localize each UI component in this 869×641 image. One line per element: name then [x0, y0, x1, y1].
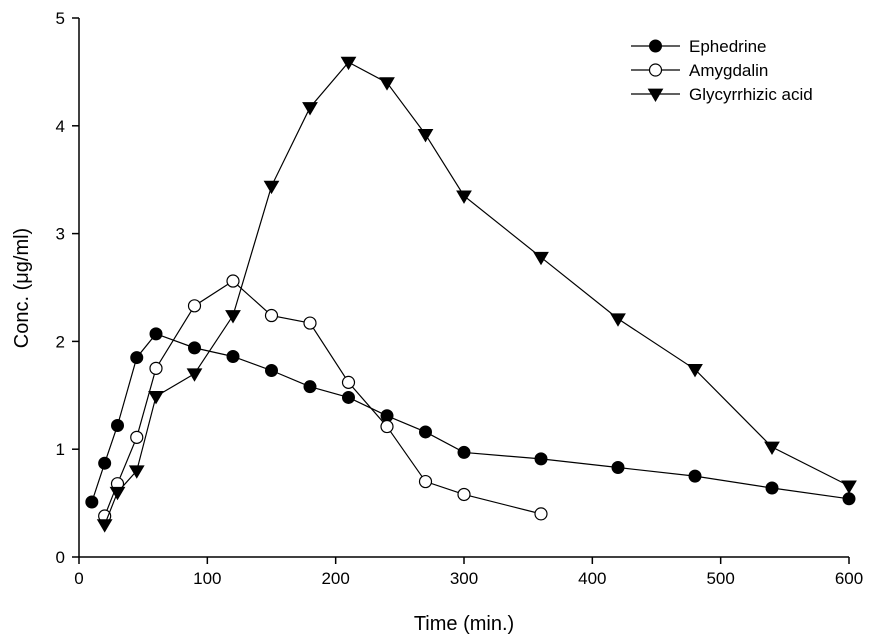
legend-item-amygdalin: Amygdalin	[631, 61, 768, 80]
data-point-ephedrine	[419, 425, 432, 439]
data-point-glycyrrhizic-acid	[225, 310, 241, 324]
legend-marker	[647, 88, 664, 102]
data-point-ephedrine	[98, 456, 112, 470]
y-tick-label: 1	[56, 440, 65, 459]
y-axis-label: Conc. (μg/ml)	[11, 228, 33, 348]
series-ephedrine	[85, 327, 856, 509]
data-point-ephedrine	[265, 364, 278, 378]
y-tick-label: 4	[56, 117, 65, 136]
series-line-ephedrine	[91, 333, 850, 503]
data-point-amygdalin	[341, 375, 356, 389]
data-point-ephedrine	[688, 469, 702, 483]
data-point-glycyrrhizic-acid	[841, 480, 857, 494]
x-axis-label: Time (min.)	[414, 613, 514, 635]
data-point-amygdalin	[380, 419, 394, 434]
x-tick-label: 200	[321, 569, 349, 588]
y-tick-label: 3	[56, 225, 65, 244]
legend-label: Ephedrine	[689, 37, 767, 56]
series-amygdalin	[98, 274, 548, 523]
data-point-ephedrine	[765, 481, 779, 495]
x-tick-label: 500	[706, 569, 734, 588]
data-point-glycyrrhizic-acid	[263, 180, 280, 195]
data-point-glycyrrhizic-acid	[533, 251, 549, 266]
x-tick-label: 0	[74, 569, 83, 588]
x-ticks: 0 100 200 300 400 500 600	[74, 557, 863, 588]
data-point-glycyrrhizic-acid	[302, 102, 318, 116]
data-point-ephedrine	[188, 341, 201, 355]
data-point-glycyrrhizic-acid	[456, 190, 472, 204]
data-point-glycyrrhizic-acid	[687, 364, 703, 378]
data-point-ephedrine	[611, 461, 625, 475]
data-point-amygdalin	[534, 507, 548, 521]
data-point-glycyrrhizic-acid	[109, 486, 126, 501]
series-layer	[85, 56, 857, 533]
legend-item-glycyrrhizic-acid: Glycyrrhizic acid	[631, 85, 813, 104]
legend-marker	[649, 39, 662, 53]
data-point-ephedrine	[534, 452, 548, 466]
data-point-glycyrrhizic-acid	[417, 129, 434, 143]
data-point-amygdalin	[303, 316, 317, 330]
x-tick-label: 100	[193, 569, 221, 588]
data-point-glycyrrhizic-acid	[340, 56, 357, 71]
legend-label: Amygdalin	[689, 61, 768, 80]
series-line-glycyrrhizic-acid	[104, 61, 850, 525]
data-point-glycyrrhizic-acid	[610, 313, 626, 327]
data-point-ephedrine	[457, 445, 471, 459]
data-point-ephedrine	[85, 495, 99, 509]
data-point-amygdalin	[418, 474, 433, 489]
data-point-amygdalin	[130, 430, 144, 444]
data-point-glycyrrhizic-acid	[96, 519, 113, 533]
y-tick-label: 2	[56, 332, 65, 351]
data-point-ephedrine	[130, 351, 144, 365]
data-point-ephedrine	[226, 349, 240, 363]
data-point-ephedrine	[303, 380, 317, 394]
data-point-amygdalin	[264, 308, 279, 323]
data-point-amygdalin	[457, 487, 471, 502]
legend-item-ephedrine: Ephedrine	[631, 37, 767, 56]
data-point-amygdalin	[226, 274, 240, 288]
data-point-ephedrine	[111, 418, 124, 432]
series-line-amygdalin	[104, 280, 542, 517]
legend-label: Glycyrrhizic acid	[689, 85, 813, 104]
y-ticks: 0 1 2 3 4 5	[56, 9, 79, 567]
x-tick-label: 300	[450, 569, 478, 588]
data-point-amygdalin	[187, 299, 202, 313]
data-point-glycyrrhizic-acid	[186, 368, 203, 382]
legend: Ephedrine Amygdalin Glycyrrhizic acid	[631, 37, 813, 104]
data-point-amygdalin	[149, 361, 163, 375]
y-tick-label: 5	[56, 9, 65, 28]
data-point-glycyrrhizic-acid	[764, 441, 780, 456]
data-point-ephedrine	[842, 492, 856, 506]
data-point-ephedrine	[342, 390, 355, 404]
x-tick-label: 600	[835, 569, 863, 588]
data-point-glycyrrhizic-acid	[379, 77, 395, 91]
y-tick-label: 0	[56, 548, 65, 567]
x-tick-label: 400	[578, 569, 606, 588]
series-glycyrrhizic-acid	[96, 56, 857, 533]
data-point-glycyrrhizic-acid	[128, 465, 145, 479]
data-point-glycyrrhizic-acid	[148, 390, 164, 405]
legend-marker	[648, 63, 663, 77]
data-point-ephedrine	[149, 327, 163, 341]
